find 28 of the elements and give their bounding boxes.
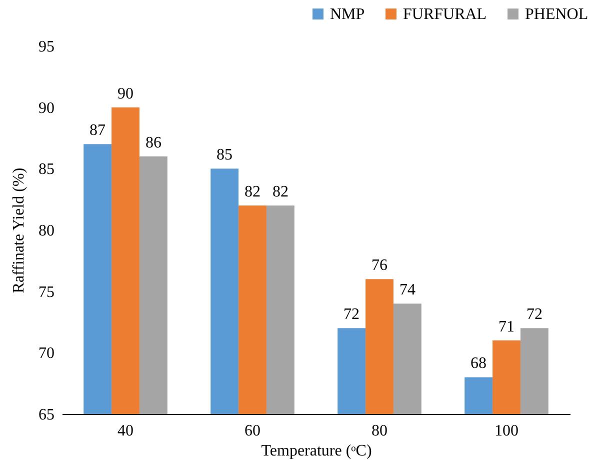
data-label: 72 (526, 306, 542, 324)
y-tick-label: 80 (38, 222, 54, 240)
legend-label: PHENOL (525, 6, 588, 23)
data-label: 87 (90, 122, 106, 140)
y-tick-label: 85 (38, 161, 54, 178)
x-tick-label: 40 (118, 422, 134, 440)
data-label: 74 (399, 282, 416, 299)
legend-label: FURFURAL (403, 6, 487, 23)
y-axis-title: Raffinate Yield (%) (10, 168, 28, 294)
data-label: 82 (244, 183, 260, 200)
x-tick-label: 100 (494, 422, 518, 440)
y-tick-label: 95 (38, 38, 54, 56)
y-tick-label: 65 (38, 406, 54, 424)
data-label: 72 (344, 306, 360, 324)
data-label: 90 (118, 85, 134, 102)
data-label: 86 (145, 134, 162, 152)
data-label: 82 (272, 183, 288, 200)
x-tick-label: 80 (372, 422, 388, 440)
data-label: 68 (470, 355, 487, 372)
y-tick-label: 70 (38, 345, 54, 362)
y-tick-label: 75 (38, 284, 54, 301)
data-label: 85 (216, 146, 233, 164)
data-label: 71 (498, 318, 514, 336)
x-tick-label: 60 (244, 422, 260, 440)
data-label: 76 (372, 257, 388, 274)
legend-label: NMP (330, 6, 365, 23)
x-axis-title: Temperature (ᵒC) (261, 442, 372, 460)
y-tick-label: 90 (38, 100, 54, 117)
